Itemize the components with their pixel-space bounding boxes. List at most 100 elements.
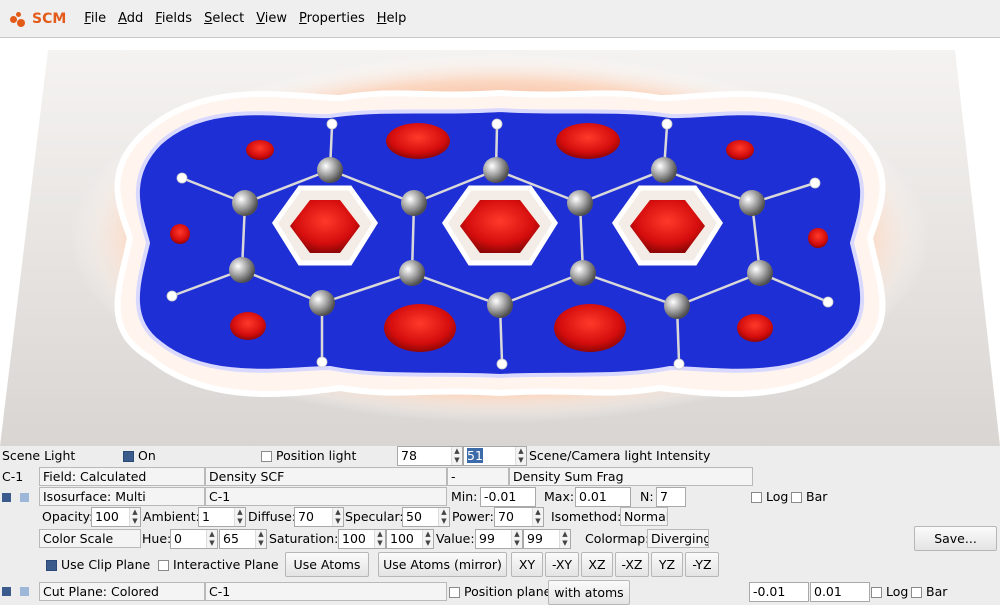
save-button[interactable]: Save... xyxy=(914,526,997,551)
hue-max-value: 65 xyxy=(223,531,239,546)
spin-arrows-icon[interactable]: ▲ ▼ xyxy=(374,530,385,548)
yz-button[interactable]: YZ xyxy=(651,552,683,577)
hue-max-spinbox[interactable]: 65 ▲ ▼ xyxy=(219,529,267,549)
cut-min-input[interactable]: -0.01 xyxy=(749,582,809,602)
isosurface-type[interactable]: Isosurface: Multi xyxy=(39,487,205,506)
spin-arrows-icon[interactable]: ▲ ▼ xyxy=(129,508,140,526)
value-max-value: 99 xyxy=(527,531,543,546)
spin-arrows-icon[interactable]: ▲ ▼ xyxy=(559,530,570,548)
menu-file[interactable]: File xyxy=(84,11,107,26)
min-input[interactable]: -0.01 xyxy=(480,487,536,507)
isomethod-select[interactable]: Normal xyxy=(620,507,668,526)
saturation-min-spinbox[interactable]: 100 ▲ ▼ xyxy=(338,529,386,549)
xz-button[interactable]: XZ xyxy=(581,552,613,577)
position-plane-checkbox[interactable] xyxy=(449,587,460,598)
value-min-spinbox[interactable]: 99 ▲ ▼ xyxy=(475,529,523,549)
with-atoms-button[interactable]: with atoms xyxy=(548,580,630,605)
spin-arrows-icon[interactable]: ▲ ▼ xyxy=(332,508,343,526)
interactive-plane-checkbox[interactable] xyxy=(158,560,169,571)
value-max-spinbox[interactable]: 99 ▲ ▼ xyxy=(523,529,571,549)
menu-view[interactable]: View xyxy=(256,11,288,26)
scene-intensity-value: 78 xyxy=(401,448,417,463)
cut-plane-type[interactable]: Cut Plane: Colored xyxy=(39,582,205,601)
hue-min-spinbox[interactable]: 0 ▲ ▼ xyxy=(170,529,218,549)
field-density2[interactable]: Density Sum Frag xyxy=(509,467,753,486)
menu-help[interactable]: Help xyxy=(376,11,407,26)
spin-arrows-icon[interactable]: ▲ ▼ xyxy=(255,530,266,548)
spin-arrows-icon[interactable]: ▲ ▼ xyxy=(438,508,449,526)
camera-intensity-spinbox[interactable]: 51 ▲ ▼ xyxy=(463,446,527,466)
use-clip-plane-checkbox[interactable] xyxy=(46,560,57,571)
opacity-spinbox[interactable]: 100 ▲ ▼ xyxy=(91,507,141,527)
isosurface-field-id[interactable]: C-1 xyxy=(205,487,447,506)
ambient-label: Ambient: xyxy=(143,509,200,524)
field-density[interactable]: Density SCF xyxy=(205,467,447,486)
n-input[interactable]: 7 xyxy=(656,487,686,507)
field-type[interactable]: Field: Calculated xyxy=(39,467,205,486)
cut-max-input[interactable]: 0.01 xyxy=(810,582,870,602)
field-operator[interactable]: - xyxy=(447,467,509,486)
spin-arrows-icon[interactable]: ▲ ▼ xyxy=(234,508,245,526)
spin-arrows-icon[interactable]: ▲ ▼ xyxy=(422,530,433,548)
isomethod-label: Isomethod: xyxy=(551,509,622,524)
menu-add[interactable]: Add xyxy=(118,11,144,26)
spin-arrows-icon[interactable]: ▲ ▼ xyxy=(515,447,526,465)
color-scale-select[interactable]: Color Scale xyxy=(39,529,141,548)
menu-properties[interactable]: Properties xyxy=(299,11,365,26)
use-atoms-button[interactable]: Use Atoms xyxy=(285,552,369,577)
menu-select[interactable]: Select xyxy=(204,11,245,26)
specular-value: 50 xyxy=(406,509,422,524)
colormap-label: Colormap: xyxy=(585,531,650,546)
ambient-spinbox[interactable]: 1 ▲ ▼ xyxy=(198,507,246,527)
cut-visibility-toggle[interactable] xyxy=(2,587,11,596)
specular-spinbox[interactable]: 50 ▲ ▼ xyxy=(402,507,450,527)
scm-logo-icon xyxy=(10,11,30,27)
cut-min-value: -0.01 xyxy=(753,584,786,599)
minus-xy-button[interactable]: -XY xyxy=(545,552,579,577)
scene-intensity-spinbox[interactable]: 78 ▲ ▼ xyxy=(397,446,463,466)
n-value: 7 xyxy=(660,489,668,504)
use-clip-plane-label: Use Clip Plane xyxy=(61,557,151,572)
control-panel: Scene Light On Position light 78 ▲ ▼ 51 ▲… xyxy=(0,446,1000,605)
saturation-label: Saturation: xyxy=(269,531,339,546)
cut-log-checkbox[interactable] xyxy=(871,587,882,598)
menu-bar: SCM File Add Fields Select View Properti… xyxy=(0,0,1000,38)
power-spinbox[interactable]: 70 ▲ ▼ xyxy=(494,507,544,527)
value-label: Value: xyxy=(436,531,475,546)
log-checkbox[interactable] xyxy=(751,492,762,503)
isosurface-row: Isosurface: Multi C-1 Min: -0.01 Max: 0.… xyxy=(0,487,1000,509)
log-label: Log xyxy=(766,489,789,504)
spin-arrows-icon[interactable]: ▲ ▼ xyxy=(532,508,543,526)
cut-color-swatch[interactable] xyxy=(20,587,29,596)
spin-arrows-icon[interactable]: ▲ ▼ xyxy=(451,447,462,465)
opacity-label: Opacity: xyxy=(42,509,94,524)
scm-logo-text: SCM xyxy=(32,10,67,27)
bar-checkbox[interactable] xyxy=(791,492,802,503)
saturation-max-value: 100 xyxy=(390,531,414,546)
spin-arrows-icon[interactable]: ▲ ▼ xyxy=(206,530,217,548)
scene-light-label: Scene Light xyxy=(2,448,76,463)
xy-button[interactable]: XY xyxy=(511,552,543,577)
saturation-max-spinbox[interactable]: 100 ▲ ▼ xyxy=(386,529,434,549)
cut-plane-row: Cut Plane: Colored C-1 Position plane wi… xyxy=(0,580,1000,605)
position-plane-label: Position plane xyxy=(464,584,552,599)
opacity-value: 100 xyxy=(95,509,119,524)
diffuse-spinbox[interactable]: 70 ▲ ▼ xyxy=(294,507,344,527)
use-atoms-mirror-button[interactable]: Use Atoms (mirror) xyxy=(378,552,507,577)
carbon-atoms xyxy=(229,157,773,319)
max-input[interactable]: 0.01 xyxy=(575,487,631,507)
saturation-min-value: 100 xyxy=(342,531,366,546)
molecule-viewport[interactable] xyxy=(0,38,1000,446)
cut-bar-checkbox[interactable] xyxy=(911,587,922,598)
minus-xz-button[interactable]: -XZ xyxy=(615,552,649,577)
scene-light-on-checkbox[interactable] xyxy=(123,451,134,462)
position-light-checkbox[interactable] xyxy=(261,451,272,462)
spin-arrows-icon[interactable]: ▲ ▼ xyxy=(511,530,522,548)
minus-yz-button[interactable]: -YZ xyxy=(685,552,719,577)
cut-plane-field-id[interactable]: C-1 xyxy=(205,582,447,601)
scm-logo: SCM xyxy=(10,11,66,27)
colormap-select[interactable]: Diverging xyxy=(647,529,709,548)
visibility-toggle[interactable] xyxy=(2,493,11,502)
color-swatch[interactable] xyxy=(20,493,29,502)
menu-fields[interactable]: Fields xyxy=(155,11,193,26)
